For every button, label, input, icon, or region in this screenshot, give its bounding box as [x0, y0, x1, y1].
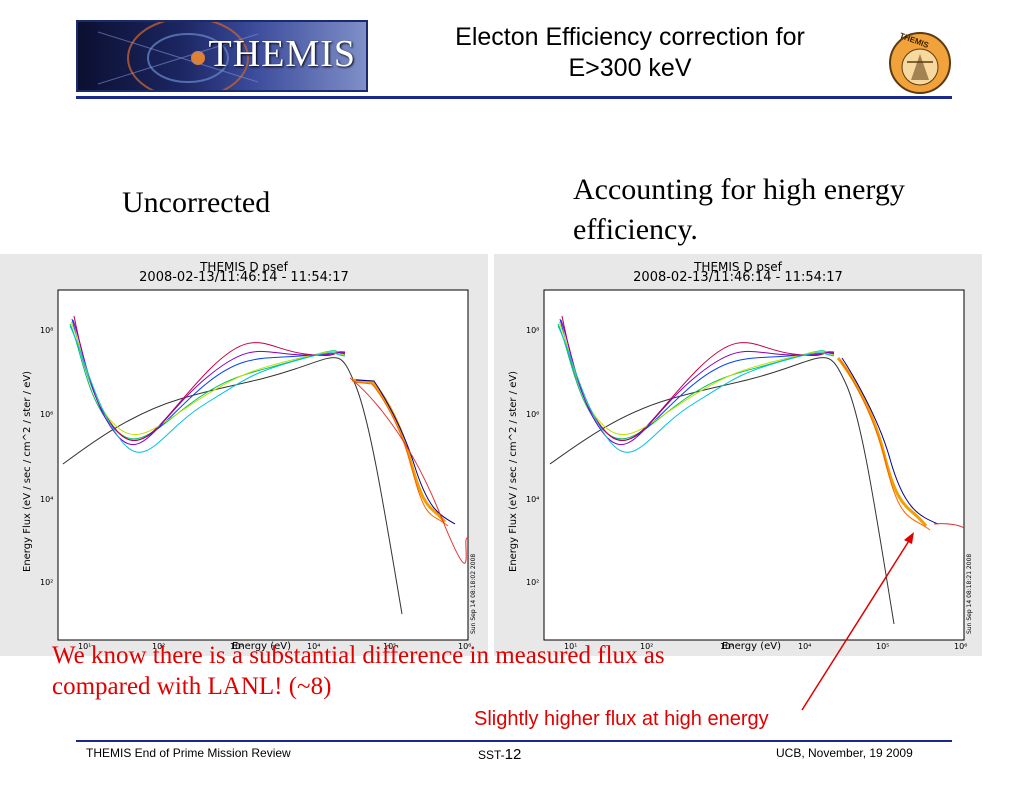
plot-timestamp: Sun Sep 14 08:18:02 2008: [470, 553, 477, 634]
x-tick: 10¹: [564, 642, 578, 651]
annotation-arrow-icon: [801, 532, 914, 711]
title-line-1: Electon Efficiency correction for: [455, 23, 805, 51]
y-tick: 10²: [526, 578, 540, 587]
plot-title: THEMIS D psef: [200, 260, 288, 274]
y-tick: 10⁶: [526, 410, 540, 419]
y-axis-label: Energy Flux (eV / sec / cm^2 / ster / eV…: [508, 370, 519, 572]
footer-center: SST-12: [478, 746, 521, 763]
y-tick: 10⁴: [526, 495, 540, 504]
plot-subtitle: 2008-02-13/11:46:14 - 11:54:17: [139, 270, 349, 285]
x-tick: 10⁴: [307, 642, 321, 651]
caption-corrected: Accounting for high energy efficiency.: [573, 173, 905, 246]
plot-corrected: THEMIS D psef 2008-02-13/11:46:14 - 11:5…: [494, 254, 982, 656]
caption-uncorrected: Uncorrected: [122, 186, 271, 219]
spectrum-graph: [543, 289, 965, 641]
x-tick: 10³: [230, 642, 244, 651]
spectrum-graph: [57, 289, 469, 641]
themis-logo-banner: THEMIS: [76, 20, 368, 92]
title-rule: [76, 96, 952, 99]
lanl-comparison-note: We know there is a substantial differenc…: [52, 642, 665, 700]
logo-text: THEMIS: [208, 33, 356, 75]
title-line-2: E>300 keV: [568, 54, 692, 82]
x-tick: 10⁶: [954, 642, 968, 651]
footer-rule: [76, 740, 952, 742]
x-tick: 10²: [152, 642, 166, 651]
y-tick: 10⁶: [40, 410, 54, 419]
plot-subtitle: 2008-02-13/11:46:14 - 11:54:17: [633, 270, 843, 285]
y-tick: 10⁴: [40, 495, 54, 504]
x-tick: 10⁵: [383, 642, 397, 651]
plot-timestamp: Sun Sep 14 08:18:21 2008: [966, 553, 973, 634]
x-tick: 10⁶: [458, 642, 472, 651]
plot-title: THEMIS D psef: [694, 260, 782, 274]
footer-page-prefix: SST-: [478, 748, 505, 762]
y-axis-label: Energy Flux (eV / sec / cm^2 / ster / eV…: [22, 370, 33, 572]
y-tick: 10⁸: [526, 326, 540, 335]
footer-right: UCB, November, 19 2009: [776, 746, 913, 760]
plot-uncorrected: THEMIS D psef 2008-02-13/11:46:14 - 11:5…: [0, 254, 488, 656]
x-tick: 10²: [640, 642, 654, 651]
themis-badge-icon: THEMIS: [887, 30, 953, 96]
x-axis-label: Energy (eV): [722, 641, 781, 652]
earth-graphic-icon: [97, 22, 259, 90]
x-axis-label: Energy (eV): [232, 641, 291, 652]
x-tick: 10³: [720, 642, 734, 651]
y-tick: 10²: [40, 578, 54, 587]
x-tick: 10⁵: [876, 642, 890, 651]
y-tick: 10⁸: [40, 326, 54, 335]
x-tick: 10⁴: [798, 642, 812, 651]
footer-page-number: 12: [504, 746, 522, 763]
x-tick: 10¹: [78, 642, 92, 651]
footer-left: THEMIS End of Prime Mission Review: [86, 746, 291, 760]
slide-title: Electon Efficiency correction for E>300 …: [400, 22, 860, 84]
arrow-label: Slightly higher flux at high energy: [474, 708, 769, 730]
